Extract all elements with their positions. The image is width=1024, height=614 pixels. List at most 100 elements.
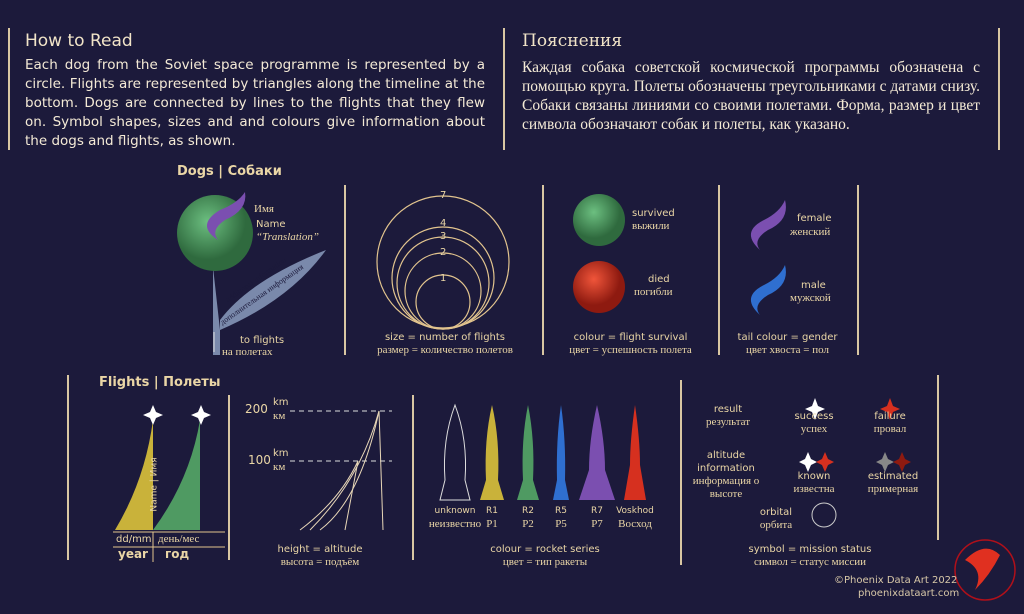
died-circle-icon — [573, 261, 625, 313]
rocket-label: colour = rocket series — [490, 544, 600, 555]
rocket-r1-icon — [480, 405, 504, 500]
divider — [412, 395, 414, 560]
survived-label: survived — [632, 208, 675, 219]
km-label: km — [273, 448, 289, 459]
success-label: success успех — [794, 411, 834, 435]
rocket-r2-icon — [517, 405, 539, 500]
how-to-read-title: How to Read — [25, 31, 133, 51]
copyright: ©Phoenix Data Art 2022 — [834, 575, 958, 586]
failure-star-icon — [880, 398, 900, 420]
km-ru: км — [273, 461, 286, 473]
date-label: dd/mm — [116, 534, 152, 545]
success-star-icon — [143, 405, 163, 425]
known-failure-icon — [816, 452, 834, 472]
size-circles — [376, 195, 510, 330]
alt-200: 200 — [245, 402, 268, 416]
success-star-icon — [191, 405, 211, 425]
translation-label: “Translation” — [256, 231, 319, 243]
flight-triangle-green — [153, 420, 200, 530]
tail-label: tail colour = gender — [737, 332, 838, 343]
size-4: 4 — [440, 218, 447, 229]
height-label: height = altitude — [277, 544, 363, 555]
divider — [937, 375, 939, 540]
website-link[interactable]: phoenixdataart.com — [858, 588, 960, 599]
rocket-voskhod-icon — [624, 405, 646, 500]
female-label: female — [797, 213, 832, 224]
height-label-ru: высота = подъём — [280, 556, 360, 568]
rocket-r5-label: R5 Р5 — [555, 506, 567, 530]
estimated-label: estimated примерная — [867, 471, 919, 495]
how-to-read-text: Each dog from the Soviet space programme… — [25, 57, 485, 149]
name-label: Name — [256, 219, 286, 230]
known-label: known известна — [793, 471, 835, 495]
divider — [998, 28, 1000, 150]
rocket-r2-label: R2 Р2 — [522, 506, 534, 530]
estimated-success-icon — [876, 452, 894, 472]
rocket-r1-label: R1 Р1 — [486, 506, 498, 530]
failure-label: failure провал — [873, 411, 907, 435]
explanation-text: Каждая собака советской космической прог… — [522, 59, 980, 133]
female-ru: женский — [790, 226, 831, 238]
female-tail-icon — [206, 192, 246, 240]
rocket-r5-icon — [553, 405, 569, 500]
estimated-failure-icon — [893, 452, 911, 472]
success-star-icon — [805, 398, 825, 420]
altitude-curves — [299, 410, 384, 531]
year-ru: год — [165, 547, 190, 561]
size-1: 1 — [440, 273, 447, 284]
known-success-icon — [799, 452, 817, 472]
divider — [680, 380, 682, 565]
survived-circle-icon — [573, 194, 625, 246]
rocket-r7-label: R7 Р7 — [591, 506, 603, 530]
orbital-label: orbital орбита — [759, 507, 793, 531]
flight-triangle-yellow — [115, 420, 153, 530]
divider — [228, 395, 230, 560]
died-ru: погибли — [634, 286, 673, 298]
colour-label: colour = flight survival — [573, 332, 688, 343]
symbol-label: symbol = mission status — [748, 544, 872, 555]
rocket-voskhod-label: Voskhod Восход — [616, 506, 654, 530]
size-2: 2 — [440, 247, 447, 258]
flights-title: Flights | Полеты — [99, 375, 221, 390]
orbital-circle-icon — [811, 502, 837, 528]
male-tail-icon — [750, 265, 786, 315]
km-ru: км — [273, 410, 286, 422]
died-label: died — [648, 274, 670, 285]
tail-label-ru: цвет хвоста = пол — [746, 344, 829, 356]
female-tail-icon — [750, 200, 786, 250]
name-vertical-label: Name | Имя — [149, 457, 160, 512]
divider — [67, 375, 69, 560]
size-label: size = number of flights — [384, 332, 506, 343]
phoenix-logo — [954, 539, 1016, 601]
divider — [503, 28, 505, 150]
stem-icon — [213, 250, 326, 355]
rocket-unknown-icon — [439, 403, 471, 501]
alt-100: 100 — [248, 453, 271, 467]
size-label-ru: размер = количество полетов — [377, 344, 513, 356]
dogs-title: Dogs | Собаки — [177, 164, 282, 179]
rocket-label-ru: цвет = тип ракеты — [502, 556, 588, 568]
divider — [857, 185, 859, 355]
altitude-info-label: altitude information информация о высоте — [692, 450, 760, 500]
result-label: result результат — [705, 404, 751, 428]
divider — [344, 185, 346, 355]
survived-ru: выжили — [632, 220, 670, 232]
to-flights: to flights — [240, 335, 285, 346]
male-ru: мужской — [790, 292, 831, 304]
name-ru: Имя — [254, 203, 274, 215]
rocket-unknown-label: unknown неизвестно — [428, 506, 482, 530]
divider — [718, 185, 720, 355]
km-label: km — [273, 397, 289, 408]
date-ru: день/мес — [158, 533, 200, 545]
explanation-title: Пояснения — [522, 31, 623, 51]
symbol-label-ru: символ = статус миссии — [754, 556, 866, 568]
rocket-r7-icon — [579, 405, 615, 500]
divider — [8, 28, 10, 150]
size-7: 7 — [440, 190, 447, 201]
divider — [542, 185, 544, 355]
to-flights-ru: на полетах — [222, 346, 273, 358]
male-label: male — [801, 280, 826, 291]
year-label: year — [118, 547, 148, 561]
size-3: 3 — [440, 231, 447, 242]
